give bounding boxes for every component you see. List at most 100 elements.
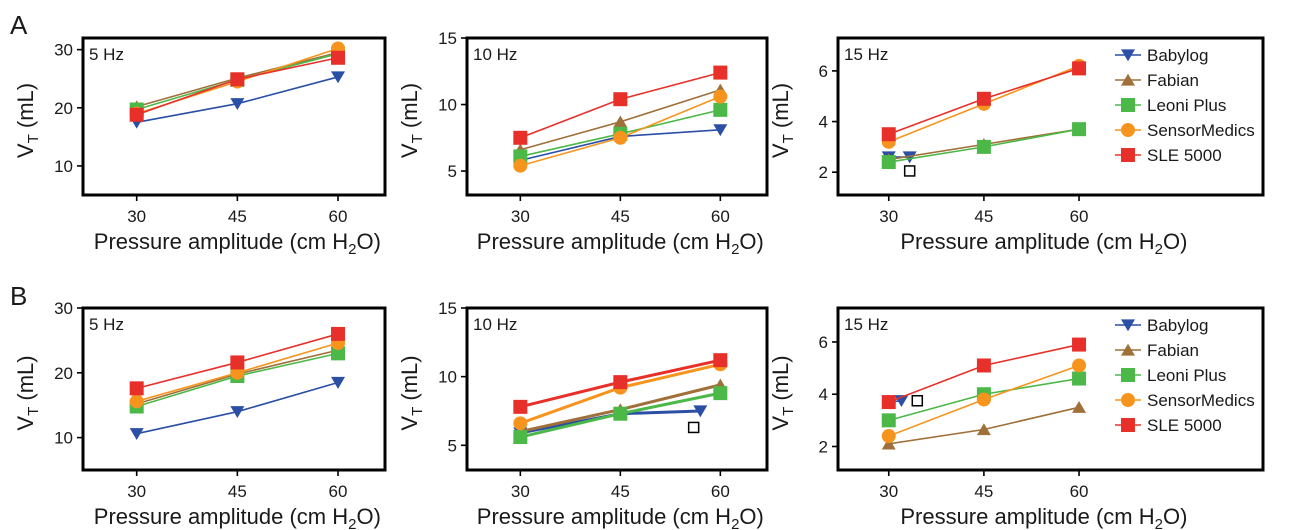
series-sle-5000 xyxy=(513,65,728,145)
series-sle-5000 xyxy=(881,61,1087,142)
y-tick-label: 10 xyxy=(438,368,457,387)
plot-frame xyxy=(465,36,769,197)
point-square xyxy=(230,355,245,370)
legend-label: Babylog xyxy=(1147,46,1208,65)
open-square-marker xyxy=(911,395,924,407)
point-square xyxy=(713,65,728,80)
x-tick-label: 45 xyxy=(228,207,247,226)
y-tick-label: 6 xyxy=(819,62,828,81)
point-circle xyxy=(713,89,728,104)
point-triangle-up xyxy=(1072,400,1087,413)
series-fabian xyxy=(881,400,1087,450)
chart-panel-b-5-hz: 30 45 60 10 20 30 5 Hz Pressure amplitude (cm H… xyxy=(13,299,387,530)
y-tick-label: 4 xyxy=(819,385,828,404)
x-axis-label: Pressure amplitude (cm H2O) xyxy=(94,229,381,258)
chart-panel-a-5-hz: 30 45 60 10 20 30 5 Hz Pressure amplitude (cm H… xyxy=(13,36,387,258)
point-square xyxy=(713,353,728,368)
point-square xyxy=(1072,371,1087,386)
x-tick-label: 30 xyxy=(879,482,898,501)
y-tick-label: 5 xyxy=(448,436,457,455)
point-square xyxy=(976,358,991,373)
point-square xyxy=(1072,337,1087,352)
point-square xyxy=(1072,61,1087,76)
legend: Babylog Fabian Leoni Plus SensorMedics SLE 5… xyxy=(1115,316,1255,435)
legend-label: Fabian xyxy=(1147,71,1199,90)
series-leoni-plus xyxy=(513,386,728,445)
point-square xyxy=(613,406,628,421)
legend-label: Babylog xyxy=(1147,316,1208,335)
point-square xyxy=(331,346,346,361)
x-tick-label: 30 xyxy=(127,207,146,226)
series-sensormedics xyxy=(881,358,1087,444)
x-axis-label: Pressure amplitude (cm H2O) xyxy=(477,504,764,530)
x-axis-label: Pressure amplitude (cm H2O) xyxy=(900,229,1187,258)
plot-frame xyxy=(836,306,1265,472)
y-tick-label: 30 xyxy=(54,41,73,60)
point-triangle-down xyxy=(713,124,728,137)
point-square xyxy=(713,102,728,117)
x-axis-label: Pressure amplitude (cm H2O) xyxy=(477,229,764,258)
point-square xyxy=(129,381,144,396)
x-tick-label: 60 xyxy=(329,207,348,226)
x-tick-label: 45 xyxy=(974,482,993,501)
point-triangle-down xyxy=(902,151,917,164)
legend-item-fabian: Fabian xyxy=(1115,341,1199,360)
y-tick-label: 10 xyxy=(54,157,73,176)
x-tick-label: 60 xyxy=(1070,482,1089,501)
point-square xyxy=(1121,418,1135,432)
panel-title: 5 Hz xyxy=(89,45,124,64)
legend-item-leoni-plus: Leoni Plus xyxy=(1115,96,1226,115)
legend-label: Leoni Plus xyxy=(1147,96,1226,115)
panel-title: 15 Hz xyxy=(844,45,888,64)
point-square xyxy=(976,139,991,154)
legend-item-babylog: Babylog xyxy=(1115,316,1208,335)
point-square xyxy=(613,375,628,390)
point-circle xyxy=(1072,358,1087,373)
x-tick-label: 60 xyxy=(1070,207,1089,226)
point-square xyxy=(881,155,896,170)
panel-title: 15 Hz xyxy=(844,315,888,334)
point-square xyxy=(976,91,991,106)
y-tick-label: 6 xyxy=(819,333,828,352)
x-tick-label: 30 xyxy=(879,207,898,226)
x-tick-label: 30 xyxy=(511,482,530,501)
legend-label: SensorMedics xyxy=(1147,121,1255,140)
point-triangle-down xyxy=(331,376,346,389)
point-square xyxy=(513,130,528,145)
y-axis-label: VT (mL) xyxy=(13,355,42,430)
point-triangle-up xyxy=(1121,343,1135,356)
series-sle-5000 xyxy=(513,353,728,414)
y-tick-label: 15 xyxy=(438,299,457,318)
legend-label: Fabian xyxy=(1147,341,1199,360)
point-circle xyxy=(613,130,628,145)
chart-panel-b-15-hz: 30 45 60 2 4 6 15 Hz Pressure amplitude (cm H2O… xyxy=(768,306,1265,530)
x-tick-label: 60 xyxy=(329,482,348,501)
legend: Babylog Fabian Leoni Plus SensorMedics SLE 5… xyxy=(1115,46,1255,165)
point-square xyxy=(1072,122,1087,137)
point-circle xyxy=(1121,123,1135,137)
point-circle xyxy=(976,392,991,407)
plot-frame xyxy=(81,306,387,472)
point-triangle-up xyxy=(881,437,896,450)
y-axis-label: VT (mL) xyxy=(768,355,797,430)
y-tick-label: 20 xyxy=(54,364,73,383)
row-label-a: A xyxy=(10,10,28,40)
chart-panel-b-10-hz: 30 45 60 5 10 15 10 Hz Pressure amplitude (cm H… xyxy=(397,299,769,530)
point-square xyxy=(230,72,245,87)
legend-label: SLE 5000 xyxy=(1147,146,1222,165)
x-tick-label: 45 xyxy=(611,482,630,501)
y-tick-label: 30 xyxy=(54,299,73,318)
legend-item-sle-5000: SLE 5000 xyxy=(1115,146,1222,165)
series-sensormedics xyxy=(513,89,728,173)
y-tick-label: 4 xyxy=(819,113,828,132)
legend-label: SensorMedics xyxy=(1147,391,1255,410)
y-tick-label: 2 xyxy=(819,163,828,182)
point-square xyxy=(1121,98,1135,112)
x-tick-label: 60 xyxy=(711,482,730,501)
row-label-b: B xyxy=(10,281,27,311)
open-square-marker xyxy=(903,165,916,177)
point-square xyxy=(513,430,528,445)
point-square xyxy=(881,395,896,410)
point-square xyxy=(613,92,628,107)
